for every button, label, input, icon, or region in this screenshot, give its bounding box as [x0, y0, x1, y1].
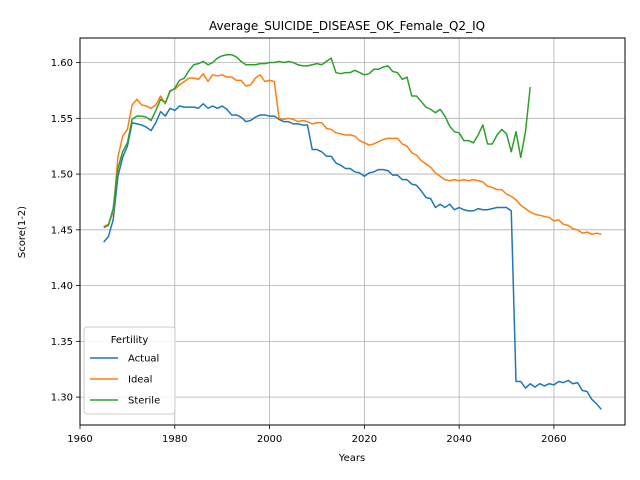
- legend-title: Fertility: [111, 335, 149, 346]
- series-line-sterile: [103, 53, 531, 229]
- x-tick-label: 2060: [541, 434, 566, 445]
- y-tick-label: 1.35: [51, 337, 73, 348]
- legend-entries: Actual Ideal Sterile: [90, 354, 160, 407]
- x-tick-label: 1980: [162, 434, 187, 445]
- legend: Fertility Actual Ideal Sterile: [83, 326, 176, 415]
- series-lines: [103, 53, 602, 410]
- chart-title: Average_SUICIDE_DISEASE_OK_Female_Q2_IQ: [209, 19, 485, 33]
- plot-area-frame: [79, 37, 626, 426]
- legend-label-sterile: Sterile: [128, 396, 160, 407]
- y-axis-title: Score(1-2): [17, 206, 28, 258]
- x-tick-label: 2020: [352, 434, 377, 445]
- x-tick-label: 2000: [257, 434, 282, 445]
- x-axis-title: Years: [338, 453, 365, 464]
- y-tick-label: 1.60: [51, 58, 73, 69]
- series-line-actual: [103, 103, 602, 410]
- y-tick-label: 1.50: [51, 170, 73, 181]
- y-tick-label: 1.55: [51, 114, 73, 125]
- y-axis: 1.30 1.35 1.40 1.45 1.50 1.55 1.60: [51, 58, 80, 404]
- legend-label-actual: Actual: [128, 354, 159, 365]
- series-line-ideal: [103, 72, 602, 236]
- legend-label-ideal: Ideal: [128, 375, 152, 386]
- y-tick-label: 1.30: [51, 393, 73, 404]
- x-tick-label: 2040: [446, 434, 471, 445]
- legend-box: [83, 326, 176, 415]
- x-tick-label: 1960: [67, 434, 92, 445]
- y-tick-label: 1.40: [51, 281, 73, 292]
- x-axis: 1960 1980 2000 2020 2040 2060: [67, 425, 567, 445]
- y-tick-label: 1.45: [51, 225, 73, 236]
